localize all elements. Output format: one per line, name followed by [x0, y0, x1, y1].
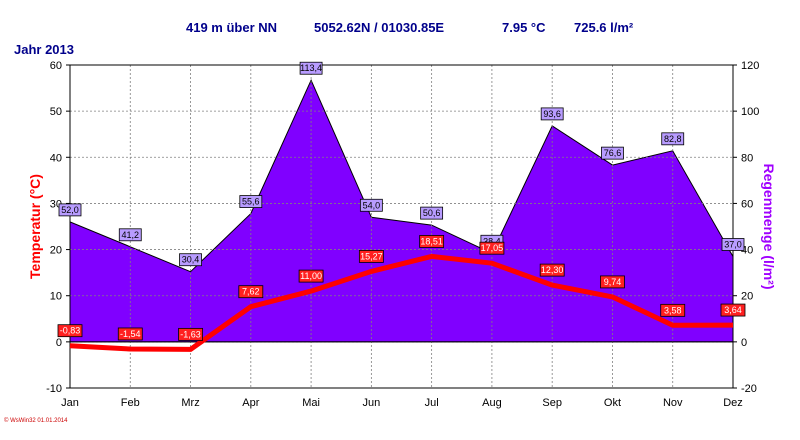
temp-data-label: 7,62 — [242, 287, 260, 297]
temp-data-label: 17,05 — [481, 243, 504, 253]
temp-label-box — [660, 303, 686, 317]
x-tick-label: Sep — [542, 397, 562, 409]
rain-data-label: 93,6 — [543, 109, 561, 119]
rain-data-label: 41,2 — [122, 230, 140, 240]
x-tick-label: Dez — [723, 397, 743, 409]
temp-data-label: 15,27 — [360, 251, 383, 261]
temp-label-box — [358, 249, 384, 263]
rain-data-label: 30,4 — [182, 255, 200, 265]
temp-data-label: 3,64 — [724, 305, 742, 315]
temp-data-label: 12,30 — [541, 265, 564, 275]
rain-data-label: 37,0 — [724, 239, 742, 249]
x-tick-label: Feb — [121, 397, 140, 409]
rain-data-label: 52,0 — [61, 205, 79, 215]
rain-label-box — [359, 198, 383, 212]
rain-data-label: 76,6 — [604, 148, 622, 158]
y-right-tick-label: 0 — [741, 337, 747, 349]
rain-label-box — [118, 228, 142, 242]
y-left-tick-label: 0 — [56, 337, 62, 349]
rain-data-label: 50,6 — [423, 208, 441, 218]
y-left-tick-label: 10 — [50, 291, 62, 303]
x-tick-label: Mrz — [181, 397, 199, 409]
y-right-tick-label: 60 — [741, 198, 753, 210]
temp-data-label: -0,83 — [60, 326, 81, 336]
temp-data-label: 3,58 — [664, 305, 682, 315]
temp-label-box — [178, 327, 203, 341]
temp-label-box — [117, 327, 143, 341]
y-left-tick-label: 50 — [50, 106, 62, 118]
y-left-tick-label: -10 — [46, 383, 62, 395]
rain-label-box — [540, 107, 564, 121]
rain-label-box — [58, 203, 82, 217]
header-altitude: 419 m über NN — [186, 20, 277, 35]
y-right-tick-label: 120 — [741, 60, 759, 72]
temp-label-box — [720, 303, 746, 317]
rain-data-label: 55,6 — [242, 197, 260, 207]
rain-label-box — [661, 132, 685, 146]
temp-data-label: 11,00 — [300, 271, 322, 281]
x-tick-label: Apr — [242, 397, 259, 409]
x-tick-label: Aug — [482, 397, 502, 409]
header-total-rain: 725.6 l/m² — [574, 20, 634, 35]
y-left-tick-label: 40 — [50, 152, 62, 164]
x-tick-label: Mai — [302, 397, 320, 409]
rain-area-series — [69, 78, 734, 343]
x-tick-label: Nov — [663, 397, 683, 409]
y-left-axis-title: Temperatur (°C) — [27, 174, 43, 279]
rain-label-box — [721, 238, 745, 251]
header-coords: 5052.62N / 01030.85E — [314, 20, 444, 35]
y-left-tick-label: 60 — [50, 60, 62, 72]
plot-frame — [69, 64, 734, 389]
y-right-tick-label: 100 — [741, 106, 759, 118]
rain-data-label: 113,4 — [300, 63, 322, 73]
x-tick-label: Jul — [425, 397, 439, 409]
y-right-tick-label: -20 — [741, 383, 757, 395]
temp-data-label: -1,63 — [180, 329, 201, 339]
rain-label-box — [179, 253, 202, 267]
year-label: Jahr 2013 — [14, 42, 74, 57]
x-tick-label: Jan — [61, 397, 79, 409]
temp-label-box — [479, 241, 505, 255]
temp-label-box — [419, 235, 445, 248]
temp-label-box — [238, 285, 264, 299]
temp-label-box — [600, 275, 625, 289]
header-avg-temp: 7.95 °C — [502, 20, 546, 35]
y-right-axis-title: Regenmenge (l/m²) — [761, 163, 777, 289]
footer-credit: © WsWin32 01.01.2014 — [4, 417, 68, 424]
temperature-line-series — [69, 253, 734, 352]
x-tick-label: Okt — [604, 397, 621, 409]
rain-label-box — [239, 195, 263, 208]
rain-data-label: 38,4 — [483, 236, 501, 246]
x-tick-label: Jun — [362, 397, 380, 409]
temp-label-box — [298, 269, 324, 283]
rain-label-box — [420, 206, 444, 220]
y-left-tick-label: 20 — [50, 245, 62, 257]
temp-label-box — [539, 263, 565, 277]
temp-data-label: 9,74 — [604, 277, 622, 287]
rain-label-box — [601, 146, 624, 160]
temp-data-label: 18,51 — [420, 236, 443, 246]
y-right-tick-label: 80 — [741, 152, 753, 164]
y-right-tick-label: 20 — [741, 291, 753, 303]
temp-data-label: -1,54 — [120, 329, 141, 339]
rain-data-label: 82,8 — [664, 134, 682, 144]
temp-label-box — [57, 324, 83, 338]
rain-data-label: 54,0 — [363, 200, 381, 210]
y-right-tick-label: 40 — [741, 245, 753, 257]
rain-label-box — [299, 61, 323, 75]
